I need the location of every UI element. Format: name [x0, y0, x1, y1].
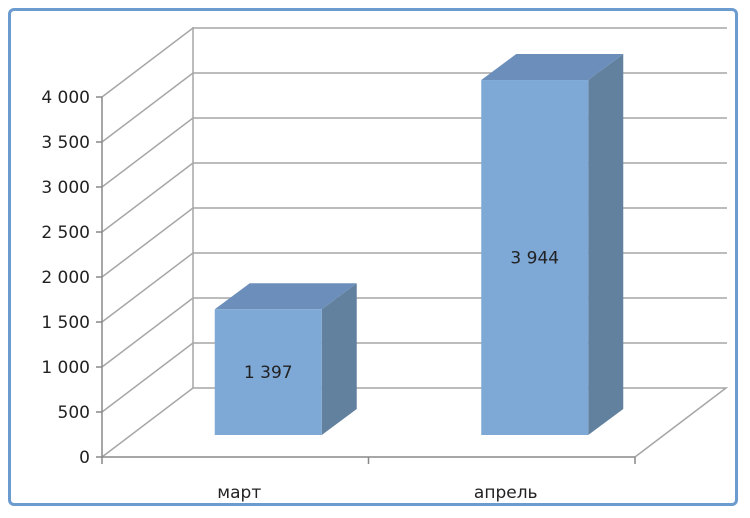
data-label: 3 944: [510, 249, 559, 269]
y-tick-label: 2 500: [41, 223, 90, 243]
y-tick-label: 0: [79, 448, 90, 468]
gridline: [101, 252, 727, 323]
gridline: [101, 27, 727, 98]
gridline: [101, 297, 727, 368]
bar-front: [214, 309, 322, 435]
y-tick-label: 3 000: [41, 178, 90, 198]
y-tick-label: 4 000: [41, 88, 90, 108]
bar-side: [321, 283, 357, 435]
x-tick-label: апрель: [474, 483, 538, 503]
bar-side: [588, 54, 624, 435]
data-label: 1 397: [244, 363, 293, 383]
y-tick-label: 3 500: [41, 133, 90, 153]
bar-top: [481, 54, 624, 81]
y-tick-label: 2 000: [41, 268, 90, 288]
gridline: [101, 117, 727, 188]
floor: [101, 387, 729, 458]
x-tick-label: март: [217, 483, 261, 503]
chart-frame: [8, 8, 738, 506]
gridline: [101, 72, 727, 143]
gridline: [101, 342, 727, 413]
y-tick-label: 500: [58, 403, 90, 423]
bar-front: [481, 80, 589, 435]
bar-top: [214, 283, 357, 310]
y-tick-label: 1 000: [41, 358, 90, 378]
gridline: [101, 207, 727, 278]
y-tick-label: 1 500: [41, 313, 90, 333]
gridline: [101, 162, 727, 233]
